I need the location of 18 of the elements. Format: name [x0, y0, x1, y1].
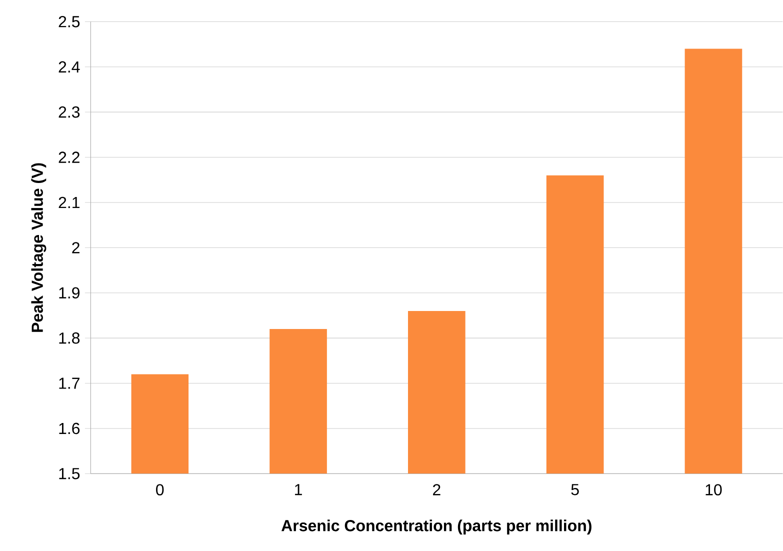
y-tick-label: 1.7	[59, 378, 80, 389]
x-tick-label: 2	[433, 484, 440, 496]
x-tick-label: 1	[295, 484, 302, 496]
x-tick-label: 5	[571, 484, 579, 496]
y-tick-label: 2.5	[58, 16, 80, 28]
x-tick-label: 0	[156, 484, 164, 496]
x-tick-label: 10	[706, 484, 722, 496]
y-tick-label: 1.8	[59, 332, 80, 344]
y-tick-label: 2.2	[58, 152, 80, 163]
y-tick-label: 1.9	[59, 287, 80, 299]
y-tick-label: 2	[72, 242, 80, 254]
y-tick-label: 1.6	[59, 422, 80, 434]
y-tick-label: 2.1	[58, 196, 80, 208]
y-tick-label: 2.3	[58, 106, 80, 118]
x-axis-title: Arsenic Concentration (parts per million)	[281, 520, 592, 534]
y-tick-label: 1.5	[59, 468, 80, 480]
y-axis-title: Peak Voltage Value (V)	[31, 163, 46, 332]
y-tick-label: 2.4	[58, 61, 80, 72]
